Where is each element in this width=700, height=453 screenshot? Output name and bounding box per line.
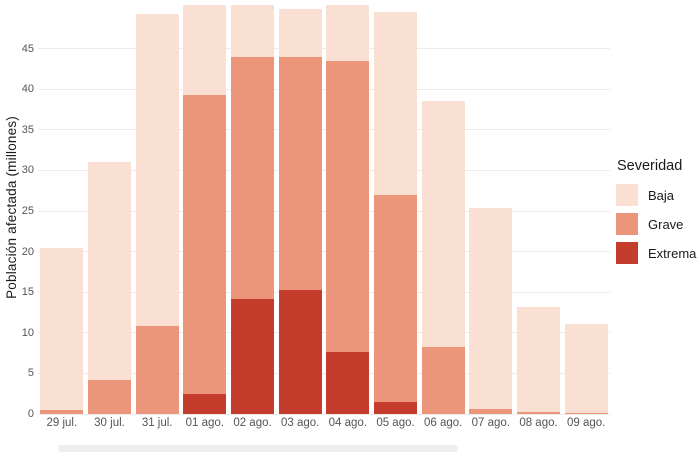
bar-segment-baja bbox=[326, 4, 370, 61]
bar-05-ago bbox=[374, 0, 417, 414]
bar-segment-baja bbox=[278, 8, 322, 57]
x-tick-label: 07 ago. bbox=[471, 417, 511, 429]
x-tick-label: 06 ago. bbox=[423, 417, 463, 429]
bar-08-ago bbox=[517, 0, 560, 414]
bar-segment-grave bbox=[421, 346, 465, 414]
bar-segment-grave bbox=[183, 95, 227, 394]
legend-item-baja: Baja bbox=[616, 184, 700, 206]
y-axis-ticks: 0 5 10 15 20 25 30 35 40 45 bbox=[14, 0, 34, 420]
y-tick-label: 35 bbox=[21, 123, 34, 136]
bar-29-jul bbox=[40, 0, 84, 414]
gridline bbox=[38, 332, 610, 334]
gridline bbox=[38, 372, 610, 374]
bar-segment-baja bbox=[564, 323, 608, 414]
bar-segment-grave bbox=[135, 326, 179, 414]
legend: Severidad Baja Grave Extrema bbox=[616, 158, 700, 271]
bar-06-ago bbox=[421, 0, 465, 414]
gridline bbox=[38, 48, 610, 50]
gridline bbox=[38, 413, 610, 415]
plot-panel bbox=[38, 0, 610, 415]
bar-segment-extrema bbox=[278, 289, 322, 414]
bar-03-ago bbox=[278, 0, 322, 414]
x-tick-label: 31 jul. bbox=[141, 417, 173, 429]
bar-segment-grave bbox=[88, 379, 131, 414]
x-tick-label: 30 jul. bbox=[94, 417, 125, 429]
x-tick-label: 09 ago. bbox=[566, 417, 606, 429]
x-tick-label: 04 ago. bbox=[328, 417, 368, 429]
y-tick-label: 40 bbox=[21, 83, 34, 96]
bar-segment-grave bbox=[517, 412, 560, 414]
x-tick-label: 29 jul. bbox=[46, 417, 78, 429]
gridline bbox=[38, 129, 610, 131]
legend-swatch-baja bbox=[616, 184, 638, 206]
bar-segment-grave bbox=[469, 409, 513, 414]
y-tick-label: 15 bbox=[21, 286, 34, 299]
bar-segment-baja bbox=[374, 12, 417, 195]
gridline bbox=[38, 210, 610, 212]
bar-02-ago bbox=[231, 0, 274, 414]
x-axis-labels: 29 jul. 30 jul. 31 jul. 01 ago. 02 ago. 03 ag… bbox=[38, 417, 610, 433]
legend-title: Severidad bbox=[617, 158, 683, 174]
gridline bbox=[38, 169, 610, 171]
y-tick-label: 10 bbox=[21, 326, 34, 339]
legend-items: Baja Grave Extrema bbox=[616, 184, 700, 264]
y-tick-label: 45 bbox=[21, 42, 34, 55]
legend-swatch-grave bbox=[616, 213, 638, 235]
bar-09-ago bbox=[564, 0, 608, 414]
bar-segment-baja bbox=[88, 161, 131, 380]
bar-31-jul bbox=[135, 0, 179, 414]
bar-04-ago bbox=[326, 0, 370, 414]
bar-segment-baja bbox=[421, 101, 465, 347]
bar-segment-grave bbox=[40, 409, 84, 414]
legend-label: Grave bbox=[648, 216, 684, 232]
y-tick-label: 30 bbox=[21, 164, 34, 177]
bar-segment-baja bbox=[135, 13, 179, 327]
bar-segment-extrema bbox=[183, 393, 227, 414]
legend-item-grave: Grave bbox=[616, 213, 700, 235]
gridline bbox=[38, 251, 610, 253]
y-tick-label: 25 bbox=[21, 205, 34, 218]
x-tick-label: 08 ago. bbox=[519, 417, 558, 429]
bar-segment-grave bbox=[326, 60, 370, 353]
y-tick-label: 0 bbox=[27, 408, 34, 420]
y-tick-label: 5 bbox=[27, 367, 34, 380]
x-tick-label: 02 ago. bbox=[233, 417, 272, 429]
bar-segment-extrema bbox=[231, 298, 274, 414]
legend-item-extrema: Extrema bbox=[616, 242, 700, 264]
bar-segment-grave bbox=[278, 56, 322, 290]
bar-segment-extrema bbox=[326, 352, 370, 414]
bar-segment-baja bbox=[231, 4, 274, 57]
x-tick-label: 03 ago. bbox=[280, 417, 320, 429]
y-tick-label: 20 bbox=[21, 245, 34, 258]
bar-01-ago bbox=[183, 0, 227, 414]
bar-30-jul bbox=[88, 0, 131, 414]
bar-segment-grave bbox=[374, 194, 417, 402]
x-tick-label: 01 ago. bbox=[185, 417, 225, 429]
gridline bbox=[38, 291, 610, 293]
bar-segment-baja bbox=[183, 4, 227, 95]
legend-label: Baja bbox=[648, 187, 675, 203]
bar-segment-extrema bbox=[374, 401, 417, 414]
bar-segment-grave bbox=[564, 413, 608, 414]
bar-segment-baja bbox=[517, 306, 560, 413]
legend-swatch-extrema bbox=[616, 242, 638, 264]
bar-07-ago bbox=[469, 0, 513, 414]
bar-segment-baja bbox=[469, 207, 513, 410]
bar-segment-grave bbox=[231, 56, 274, 299]
x-tick-label: 05 ago. bbox=[376, 417, 415, 429]
bar-segment-baja bbox=[40, 247, 84, 410]
horizontal-scrollbar[interactable] bbox=[58, 445, 458, 452]
legend-label: Extrema bbox=[648, 245, 697, 261]
gridline bbox=[38, 88, 610, 90]
